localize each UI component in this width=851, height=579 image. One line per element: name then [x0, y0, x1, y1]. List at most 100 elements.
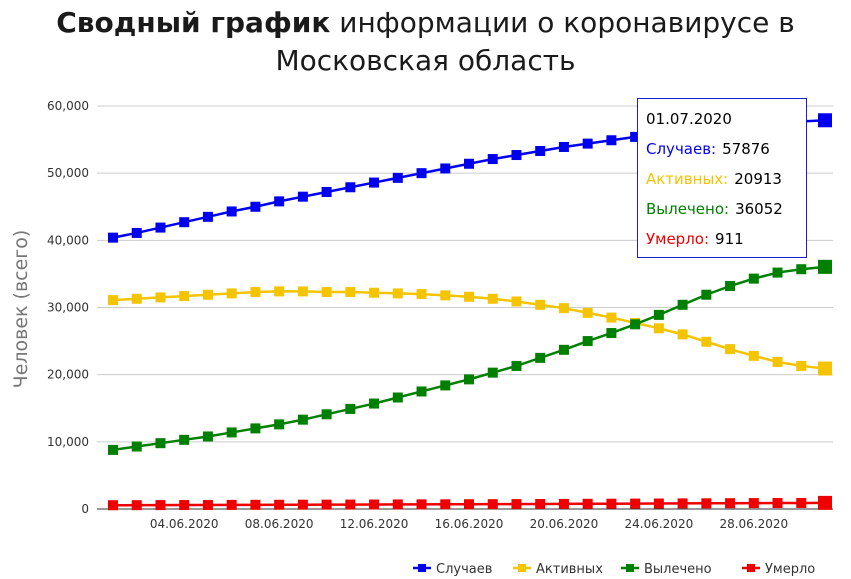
data-point — [321, 409, 332, 420]
data-point — [179, 217, 190, 228]
tooltip-label: Вылечено: — [646, 200, 730, 218]
tooltip-value: 36052 — [735, 200, 783, 218]
legend-item[interactable]: Вылечено — [621, 562, 712, 577]
data-point — [725, 281, 736, 292]
title-rest: информации о коронавирусе в — [330, 6, 795, 39]
data-point — [606, 498, 617, 509]
legend[interactable]: Случаев Активных Вылечено Умерло — [413, 562, 815, 577]
data-point — [630, 498, 641, 509]
data-point — [345, 499, 356, 510]
series-2 — [108, 259, 832, 455]
data-point — [131, 441, 142, 452]
y-tick-label: 20,000 — [47, 368, 89, 382]
data-point — [725, 498, 736, 509]
y-axis: 0 10,000 20,000 30,000 40,000 50,000 60,000 — [47, 99, 89, 516]
data-point — [321, 499, 332, 510]
data-point — [818, 361, 832, 376]
data-point — [392, 288, 403, 299]
data-point — [274, 419, 285, 430]
tooltip-date: 01.07.2020 — [646, 110, 732, 128]
data-point — [487, 154, 498, 165]
data-point — [701, 498, 712, 509]
tooltip: 01.07.2020 Случаев: 57876 Активных: 20913 … — [637, 98, 807, 258]
data-point — [748, 273, 759, 284]
tooltip-row-recovered: Вылечено: 36052 — [646, 197, 806, 227]
data-point — [511, 150, 522, 161]
data-point — [155, 500, 166, 511]
data-point — [202, 499, 213, 510]
x-tick-label: 08.06.2020 — [245, 517, 314, 531]
data-point — [535, 498, 546, 509]
data-point — [464, 158, 474, 169]
data-point — [108, 295, 118, 306]
y-tick-label: 0 — [81, 502, 89, 516]
x-tick-label: 20.06.2020 — [530, 517, 599, 531]
data-point — [606, 312, 617, 323]
data-point — [440, 290, 451, 301]
data-point — [297, 414, 308, 425]
legend-marker — [626, 564, 634, 572]
data-point — [131, 227, 142, 238]
x-axis: 04.06.2020 08.06.2020 12.06.2020 16.06.2020… — [150, 517, 788, 531]
data-point — [701, 289, 712, 300]
data-point — [250, 287, 261, 298]
data-point — [274, 196, 285, 207]
data-point — [630, 319, 641, 330]
y-tick-label: 10,000 — [47, 435, 89, 449]
data-point — [796, 360, 807, 371]
data-point — [464, 499, 474, 510]
data-point — [202, 211, 213, 222]
data-point — [297, 499, 308, 510]
data-point — [511, 296, 522, 307]
legend-item[interactable]: Активных — [513, 562, 603, 577]
data-point — [274, 286, 285, 297]
data-point — [725, 344, 736, 355]
x-tick-label: 04.06.2020 — [150, 517, 219, 531]
data-point — [226, 427, 237, 438]
data-point — [630, 131, 641, 142]
data-point — [701, 336, 712, 347]
data-point — [558, 303, 569, 314]
data-point — [818, 495, 832, 510]
data-point — [108, 500, 118, 511]
data-point — [250, 499, 261, 510]
data-point — [226, 288, 237, 299]
tooltip-label: Случаев: — [646, 140, 717, 158]
data-point — [155, 222, 166, 233]
legend-label: Случаев — [436, 562, 492, 577]
series-3 — [108, 495, 832, 511]
data-point — [131, 500, 142, 511]
data-point — [416, 386, 427, 397]
data-point — [250, 201, 261, 212]
data-point — [226, 206, 237, 217]
tooltip-label: Умерло: — [646, 230, 710, 248]
y-axis-label: Человек (всего) — [10, 230, 32, 389]
data-point — [392, 499, 403, 510]
data-point — [297, 286, 308, 297]
data-point — [440, 163, 451, 174]
data-point — [511, 499, 522, 510]
tooltip-label: Активных: — [646, 170, 729, 188]
title-line2: Московская область — [275, 44, 576, 77]
data-point — [392, 392, 403, 403]
data-point — [772, 356, 783, 367]
legend-marker — [747, 564, 755, 572]
data-point — [155, 438, 166, 449]
data-point — [606, 328, 617, 339]
data-point — [796, 497, 807, 508]
legend-marker — [418, 564, 426, 572]
data-point — [345, 403, 356, 414]
legend-item[interactable]: Умерло — [742, 562, 815, 577]
data-point — [250, 423, 261, 434]
data-point — [653, 323, 664, 334]
data-point — [369, 499, 380, 510]
data-point — [369, 398, 380, 409]
data-point — [653, 309, 664, 320]
data-point — [464, 291, 474, 302]
data-point — [108, 232, 118, 243]
data-point — [226, 499, 237, 510]
data-point — [796, 264, 807, 275]
legend-item[interactable]: Случаев — [413, 562, 492, 577]
data-point — [297, 191, 308, 202]
data-point — [131, 293, 142, 304]
